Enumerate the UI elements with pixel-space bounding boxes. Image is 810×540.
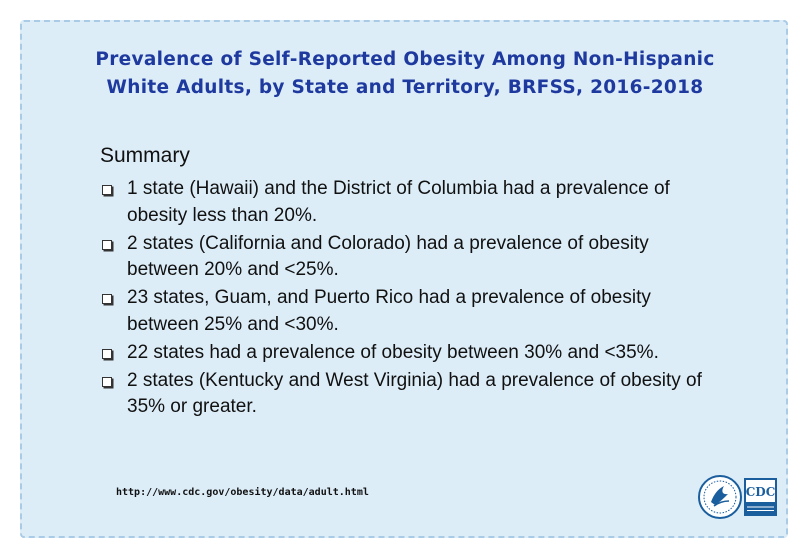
cdc-logo-text: CDC — [746, 485, 776, 499]
checkbox-bullet-icon — [102, 348, 112, 359]
list-item: 2 states (California and Colorado) had a… — [102, 231, 702, 284]
list-item-text: 1 state (Hawaii) and the District of Col… — [127, 178, 670, 226]
checkbox-bullet-icon — [102, 294, 112, 304]
slide-panel — [20, 20, 788, 538]
page-title: Prevalence of Self-Reported Obesity Amon… — [22, 46, 788, 102]
logo-group: CDC — [698, 475, 777, 519]
title-line-2: White Adults, by State and Territory, BR… — [106, 77, 704, 98]
checkbox-bullet-icon — [102, 185, 112, 195]
list-item: 23 states, Guam, and Puerto Rico had a p… — [102, 285, 702, 338]
list-item: 22 states had a prevalence of obesity be… — [102, 340, 702, 367]
list-item-text: 22 states had a prevalence of obesity be… — [127, 341, 659, 363]
list-item-text: 2 states (Kentucky and West Virginia) ha… — [127, 369, 702, 418]
checkbox-bullet-icon — [102, 376, 112, 387]
cdc-logo: CDC — [744, 478, 777, 516]
list-item: 2 states (Kentucky and West Virginia) ha… — [102, 368, 702, 421]
list-item: 1 state (Hawaii) and the District of Col… — [102, 176, 702, 229]
title-line-1: Prevalence of Self-Reported Obesity Amon… — [95, 49, 715, 70]
summary-list: 1 state (Hawaii) and the District of Col… — [102, 176, 702, 422]
source-url[interactable]: http://www.cdc.gov/obesity/data/adult.ht… — [116, 487, 369, 498]
hhs-eagle-logo — [698, 475, 742, 519]
summary-heading: Summary — [100, 144, 190, 167]
checkbox-bullet-icon — [102, 239, 112, 250]
list-item-text: 23 states, Guam, and Puerto Rico had a p… — [127, 287, 651, 335]
list-item-text: 2 states (California and Colorado) had a… — [127, 232, 649, 281]
